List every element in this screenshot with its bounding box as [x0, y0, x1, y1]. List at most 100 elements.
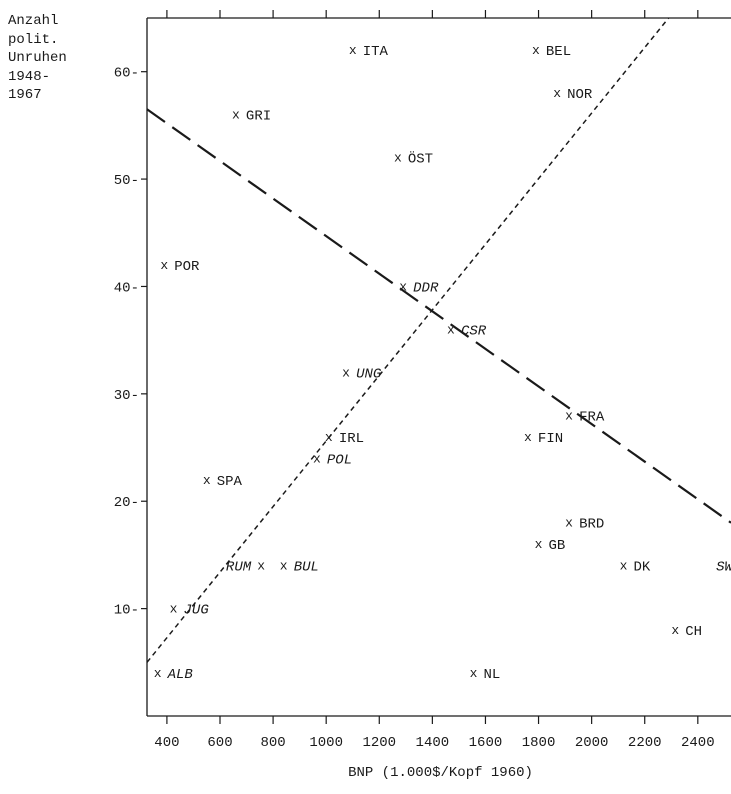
plot-frame [146, 17, 731, 717]
point-marker: x [170, 602, 178, 617]
point-marker: x [565, 516, 573, 531]
point-label: BUL [294, 560, 319, 576]
y-axis-title-line: Anzahl [8, 13, 59, 29]
point-marker: x [313, 451, 321, 466]
data-point: x POL [313, 451, 352, 468]
y-axis-title-line: 1967 [8, 87, 42, 103]
point-marker: x [154, 666, 162, 681]
point-marker: x [532, 43, 540, 58]
y-tick-label: 10- [114, 603, 139, 619]
point-label: GB [549, 538, 566, 554]
point-label: BEL [546, 44, 571, 60]
point-marker: x [399, 279, 407, 294]
x-tick-label: 1000 [309, 735, 343, 751]
data-point: x FIN [524, 430, 563, 447]
y-axis-title-line: polit. [8, 31, 59, 48]
data-point: x NOR [553, 86, 593, 103]
y-axis-title-line: 1948- [8, 68, 51, 85]
trend-line-short-dash [146, 17, 670, 663]
data-point: xSW [716, 560, 731, 576]
point-marker: x [203, 473, 211, 488]
point-label: GRI [246, 109, 271, 125]
point-label: UNG [356, 366, 382, 382]
data-point: x UNG [342, 365, 382, 382]
x-axis-title: BNP (1.000$/Kopf 1960) [348, 765, 533, 781]
data-point: x SPA [203, 473, 243, 490]
data-point: x DK [620, 559, 651, 576]
x-tick-label: 1400 [416, 735, 450, 751]
point-label: CH [685, 624, 702, 640]
data-point: x JUG [170, 602, 210, 619]
data-point: x BEL [532, 43, 571, 60]
data-point: x IRL [325, 430, 364, 447]
y-axis-title-line: Unruhen [8, 50, 67, 66]
data-point: x ALB [154, 666, 193, 683]
point-marker: x [257, 559, 265, 574]
point-label: CSR [461, 323, 487, 339]
trend-lines [146, 17, 731, 663]
data-point: x CSR [447, 322, 487, 339]
data-point: x POR [160, 258, 200, 275]
point-marker: x [280, 559, 288, 574]
point-label: ÖST [408, 150, 433, 168]
data-point: x CH [671, 623, 702, 640]
x-tick-label: 2200 [628, 735, 662, 751]
data-point: x ÖST [394, 150, 433, 168]
point-marker: x [620, 559, 628, 574]
point-marker: x [325, 430, 333, 445]
point-marker: x [470, 666, 478, 681]
point-marker: x [553, 86, 561, 101]
point-label: SW [716, 560, 731, 576]
point-label: DK [633, 560, 650, 576]
x-tick-label: 1600 [469, 735, 503, 751]
point-label: SPA [217, 474, 243, 490]
point-label: FIN [538, 431, 563, 447]
y-tick-label: 20- [114, 495, 139, 511]
x-tick-label: 400 [154, 735, 179, 751]
point-label: IRL [339, 431, 364, 447]
x-axis: 400 600 800 1000 1200 1400 1600 1800 2000 2200 240… [154, 10, 715, 751]
point-marker: x [524, 430, 532, 445]
x-tick-label: 1800 [522, 735, 556, 751]
x-tick-label: 600 [207, 735, 232, 751]
data-point: x ITA [349, 43, 389, 60]
data-points: x ITA x BEL x NOR x GRI x ÖST x POR x DDR x CSR x UNG x FRA… [154, 43, 731, 683]
point-label: DDR [413, 280, 439, 296]
point-marker: x [232, 108, 240, 123]
point-marker: x [160, 258, 168, 273]
point-marker: x [394, 151, 402, 166]
y-tick-label: 50- [114, 173, 139, 189]
point-label: NL [484, 667, 501, 683]
x-tick-label: 2000 [575, 735, 609, 751]
point-marker: x [447, 322, 455, 337]
trend-line-long-dash [146, 108, 731, 524]
point-label: ALB [167, 667, 193, 683]
point-label: NOR [567, 87, 593, 103]
data-point: x NL [470, 666, 501, 683]
y-axis-title: Anzahl polit. Unruhen 1948- 1967 [8, 12, 67, 105]
y-tick-label: 40- [114, 280, 139, 296]
point-marker: x [342, 365, 350, 380]
point-label: POL [327, 452, 352, 468]
y-tick-label: 60- [114, 66, 139, 82]
point-marker: x [565, 408, 573, 423]
point-marker: x [349, 43, 357, 58]
point-label: RUM [226, 560, 252, 576]
data-point: x GRI [232, 108, 271, 125]
point-marker: x [535, 537, 543, 552]
data-point: x BUL [280, 559, 319, 576]
data-point: x FRA [565, 408, 605, 425]
data-point: x RUM [226, 559, 265, 576]
point-marker: x [671, 623, 679, 638]
point-label: BRD [579, 517, 604, 533]
data-point: x BRD [565, 516, 604, 533]
point-label: POR [174, 259, 200, 275]
point-label: FRA [579, 409, 605, 425]
x-tick-label: 1200 [362, 735, 396, 751]
x-tick-label: 800 [260, 735, 285, 751]
y-tick-label: 30- [114, 388, 139, 404]
point-label: ITA [363, 44, 389, 60]
data-point: x DDR [399, 279, 439, 296]
point-label: JUG [184, 603, 210, 619]
